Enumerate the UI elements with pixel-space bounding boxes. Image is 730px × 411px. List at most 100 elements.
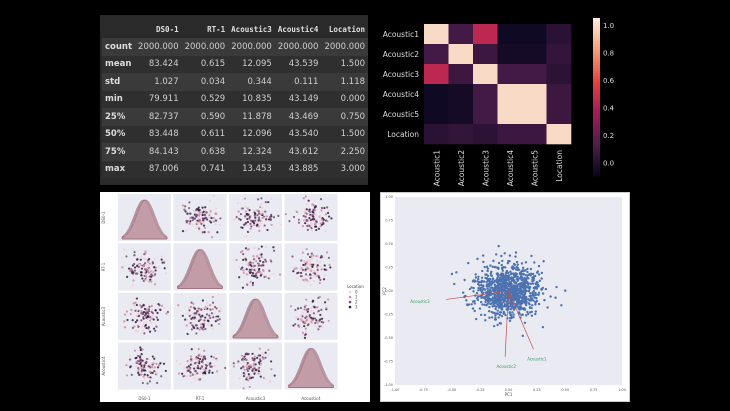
scatter-point — [249, 365, 253, 369]
scatter-point — [256, 223, 259, 226]
scatter-point — [151, 363, 154, 366]
scatter-point — [160, 258, 163, 261]
scatter-point — [501, 267, 504, 270]
scatter-point — [503, 312, 506, 315]
scatter-point — [148, 262, 151, 265]
scatter-point — [193, 377, 196, 380]
colorbar-segment — [593, 128, 600, 132]
scatter-point — [534, 310, 537, 313]
scatter-point — [215, 358, 218, 362]
heatmap-cell — [546, 124, 572, 145]
scatter-point — [217, 315, 220, 318]
scatter-point — [488, 278, 491, 281]
scatter-point — [326, 220, 329, 223]
scatter-point — [149, 376, 152, 379]
scatter-point — [520, 292, 524, 295]
scatter-point — [492, 301, 496, 305]
scatter-point — [242, 258, 245, 261]
scatter-point — [209, 210, 212, 213]
scatter-point — [244, 215, 247, 218]
scatter-point — [537, 302, 541, 306]
scatter-point — [142, 375, 145, 378]
heatmap-cell — [522, 64, 547, 85]
scatter-point — [219, 308, 222, 311]
scatter-point — [156, 318, 159, 321]
scatter-point — [488, 316, 491, 319]
colorbar-segment — [593, 149, 600, 153]
scatter-point — [318, 325, 321, 328]
colorbar-tick-label: 0.6 — [603, 77, 615, 85]
scatter-point — [123, 313, 127, 316]
scatter-point — [189, 371, 192, 374]
heatmap-cell — [546, 104, 572, 125]
scatter-point — [497, 316, 500, 319]
scatter-point — [206, 218, 209, 221]
scatter-point — [524, 290, 528, 293]
scatter-point — [484, 319, 487, 322]
heatmap-cell — [424, 84, 449, 105]
scatter-point — [259, 259, 262, 263]
scatter-point — [192, 367, 196, 370]
scatter-point — [307, 268, 310, 271]
scatter-point — [195, 332, 198, 335]
scatter-point — [153, 257, 156, 261]
scatter-point — [162, 362, 166, 365]
scatter-point — [130, 373, 133, 376]
scatter-point — [215, 219, 218, 222]
scatter-point — [475, 317, 478, 321]
scatter-point — [148, 330, 152, 333]
scatter-point — [200, 209, 203, 213]
heatmap-cell — [546, 84, 572, 105]
scatter-point — [201, 323, 205, 326]
scatter-point — [253, 355, 257, 358]
scatter-point — [209, 221, 213, 224]
scatter-point — [247, 352, 250, 356]
scatter-point — [154, 273, 157, 276]
scatter-point — [258, 270, 262, 273]
scatter-point — [537, 293, 540, 297]
y-tick-label: 0.75 — [385, 219, 393, 223]
scatter-point — [136, 319, 139, 322]
scatter-point — [257, 218, 261, 221]
scatter-point — [546, 306, 549, 309]
scatter-point — [125, 374, 129, 377]
scatter-point — [521, 266, 525, 270]
column-tick-label: Location — [555, 150, 564, 182]
scatter-point — [510, 291, 514, 295]
scatter-point — [521, 285, 524, 289]
scatter-point — [508, 277, 512, 280]
scatter-point — [252, 219, 255, 223]
scatter-point — [527, 298, 530, 301]
scatter-point — [487, 285, 490, 288]
scatter-point — [239, 218, 242, 221]
scatter-point — [302, 197, 305, 200]
scatter-point — [197, 211, 200, 214]
scatter-point — [322, 278, 326, 281]
scatter-point — [480, 291, 484, 294]
scatter-point — [499, 284, 502, 287]
scatter-point — [253, 362, 256, 365]
table-cell: 0.034 — [181, 73, 229, 91]
scatter-point — [154, 371, 157, 374]
scatter-point — [500, 302, 504, 305]
scatter-point — [244, 210, 247, 213]
scatter-point — [204, 327, 207, 331]
scatter-point — [250, 225, 253, 228]
scatter-point — [501, 272, 504, 275]
scatter-point — [299, 306, 303, 310]
row-tick-label: Acoustic5 — [383, 110, 420, 119]
scatter-point — [299, 314, 302, 317]
scatter-point — [185, 375, 188, 378]
scatter-point — [240, 354, 244, 357]
heatmap-cell — [497, 24, 523, 45]
scatter-point — [186, 359, 189, 363]
scatter-point — [288, 220, 291, 223]
scatter-point — [312, 317, 315, 320]
scatter-point — [477, 275, 480, 278]
scatter-point — [531, 280, 534, 283]
heatmap-cell — [522, 84, 547, 105]
scatter-point — [311, 300, 314, 303]
heatmap-cell — [473, 124, 498, 145]
scatter-point — [258, 347, 261, 350]
colorbar-segment — [593, 147, 600, 151]
